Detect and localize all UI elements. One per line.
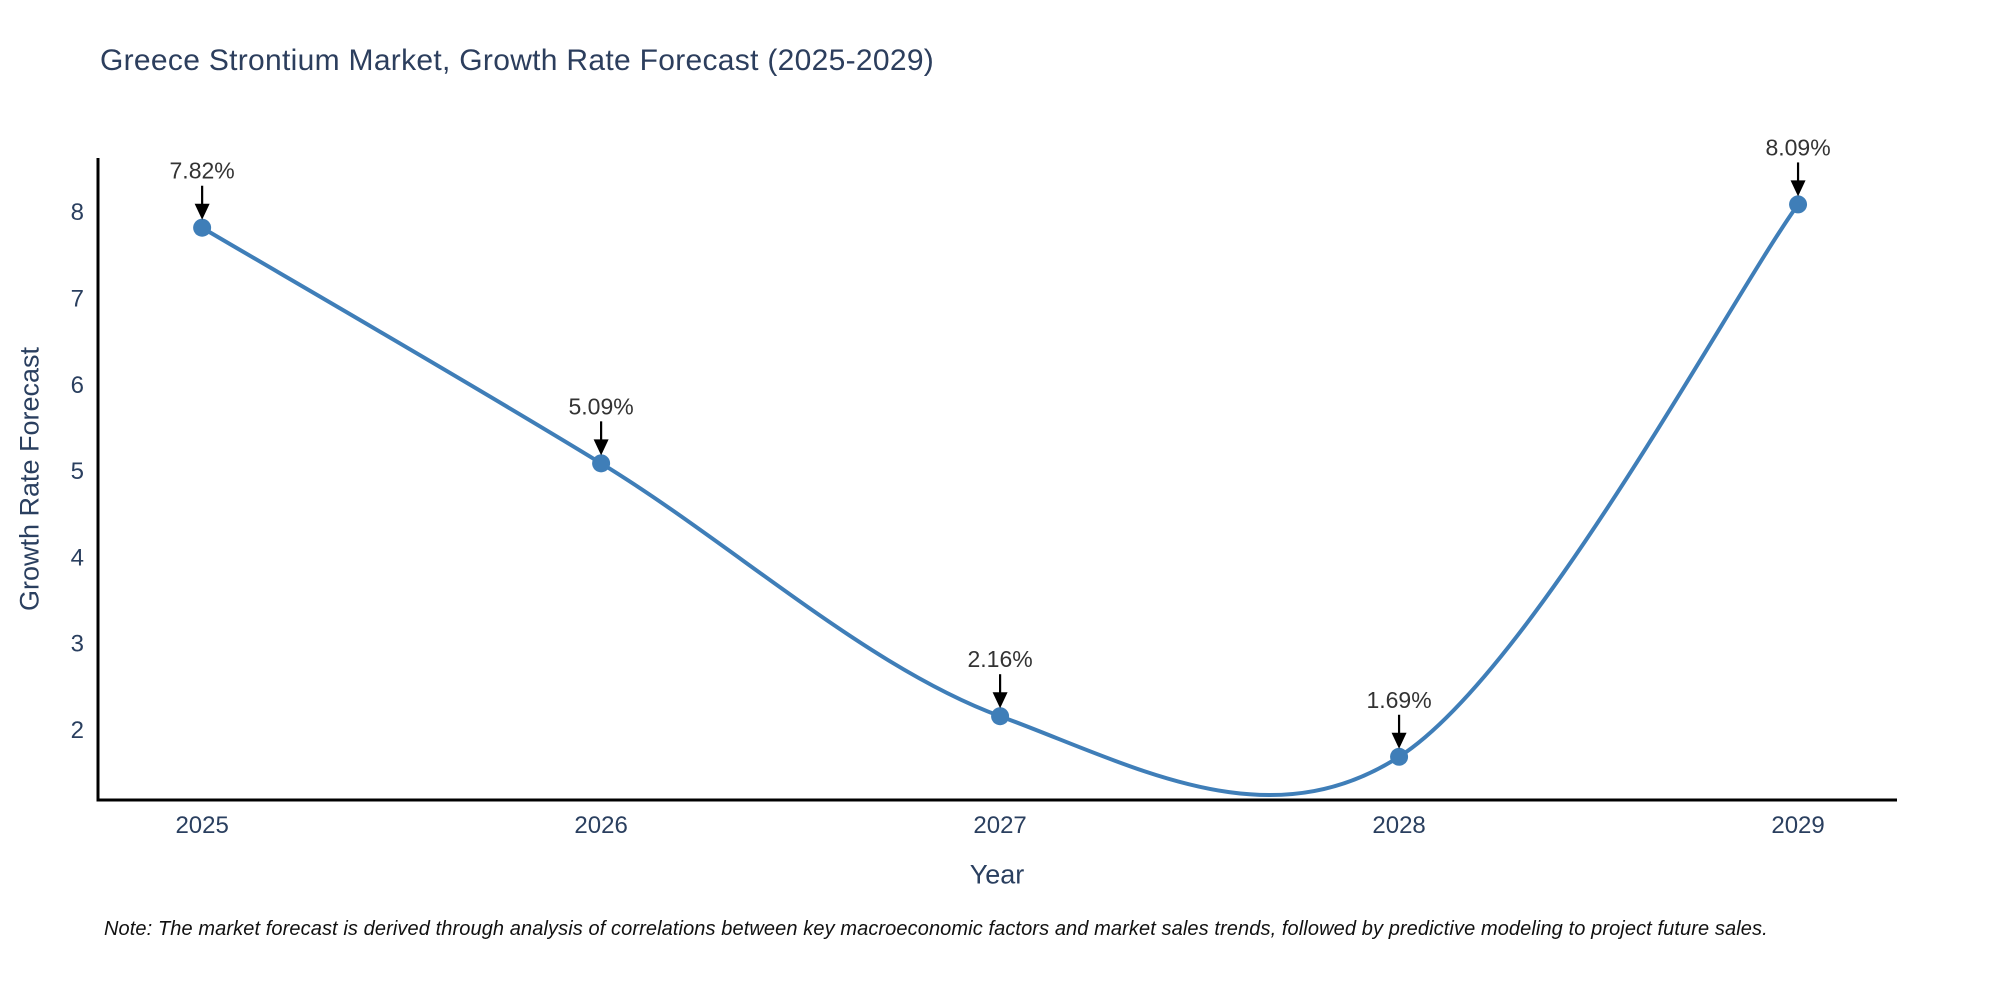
y-tick-label: 4 <box>71 544 84 571</box>
data-point-marker <box>193 218 212 237</box>
annotation-arrowhead-icon <box>194 203 210 220</box>
data-point-marker <box>1789 195 1808 214</box>
footnote: Note: The market forecast is derived thr… <box>104 918 1768 940</box>
forecast-line-series <box>200 202 1801 798</box>
annotation-arrowhead-icon <box>593 439 609 456</box>
y-tick-label: 2 <box>71 717 84 744</box>
point-value-label: 1.69% <box>1366 687 1431 713</box>
y-tick-label: 8 <box>71 199 84 226</box>
y-tick-label: 5 <box>71 458 84 485</box>
data-point-marker <box>592 454 611 473</box>
chart-title: Greece Strontium Market, Growth Rate For… <box>100 44 935 77</box>
y-axis-title: Growth Rate Forecast <box>14 346 45 612</box>
annotation-arrowhead-icon <box>1790 180 1806 197</box>
point-value-label: 2.16% <box>967 646 1032 672</box>
x-axis-title: Year <box>969 859 1025 890</box>
y-tick-label: 7 <box>71 285 84 312</box>
y-tick-label: 6 <box>71 372 84 399</box>
x-tick-label: 2029 <box>1771 812 1824 839</box>
point-value-label: 8.09% <box>1765 134 1830 160</box>
x-tick-label: 2025 <box>175 812 228 839</box>
data-point-marker <box>991 707 1010 726</box>
y-tick-label: 3 <box>71 631 84 658</box>
x-tick-label: 2026 <box>574 812 627 839</box>
data-point-marker <box>1390 747 1409 766</box>
x-tick-label: 2027 <box>973 812 1026 839</box>
annotation-arrowhead-icon <box>1391 732 1407 749</box>
x-tick-label: 2028 <box>1372 812 1425 839</box>
point-value-label: 7.82% <box>170 158 235 184</box>
annotation-arrowhead-icon <box>992 692 1008 709</box>
point-value-label: 5.09% <box>569 393 634 419</box>
